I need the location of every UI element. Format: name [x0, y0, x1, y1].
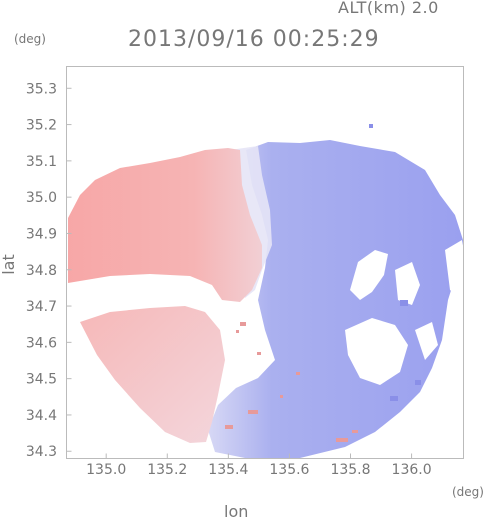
y-tick-label: 35.3 — [26, 81, 57, 97]
y-tick-label: 34.7 — [26, 299, 57, 315]
noise-speckles — [225, 322, 358, 442]
echo-gap — [395, 262, 420, 305]
x-tick-label: 136.0 — [392, 462, 432, 478]
strong-approach-speckles — [369, 124, 421, 401]
y-tick-label: 35.2 — [26, 118, 57, 134]
negative-velocity-region — [208, 140, 463, 458]
y-tick-label: 34.4 — [26, 408, 57, 424]
echo-gap — [445, 240, 462, 300]
y-unit-label: (deg) — [14, 32, 46, 46]
timestamp: 2013/09/16 00:25:29 — [128, 27, 380, 52]
axis-ticks: 135.0 135.2 135.4 135.6 135.8 136.0 35.3 35.2 35… — [26, 81, 432, 478]
x-tick-label: 135.2 — [147, 462, 187, 478]
y-tick-label: 34.9 — [26, 226, 57, 242]
x-unit-label: (deg) — [452, 485, 484, 499]
x-tick-label: 135.8 — [330, 462, 370, 478]
y-tick-label: 34.3 — [26, 444, 57, 460]
altitude-label: ALT(km) 2.0 — [338, 0, 439, 17]
x-tick-label: 135.6 — [269, 462, 309, 478]
radar-echo-field — [68, 124, 463, 458]
echo-gap — [415, 322, 438, 360]
positive-velocity-region-south — [80, 306, 225, 443]
y-tick-label: 34.8 — [26, 263, 57, 279]
x-axis-label: lon — [224, 502, 249, 521]
y-tick-label: 35.1 — [26, 154, 57, 170]
positive-velocity-region-north — [68, 148, 262, 302]
plot-frame — [66, 66, 464, 459]
y-tick-label: 35.0 — [26, 190, 57, 206]
echo-gap — [350, 250, 388, 300]
x-tick-label: 135.0 — [86, 462, 126, 478]
y-tick-label: 34.5 — [26, 372, 57, 388]
x-tick-label: 135.4 — [208, 462, 248, 478]
echo-gap — [345, 318, 408, 385]
y-tick-label: 34.6 — [26, 335, 57, 351]
